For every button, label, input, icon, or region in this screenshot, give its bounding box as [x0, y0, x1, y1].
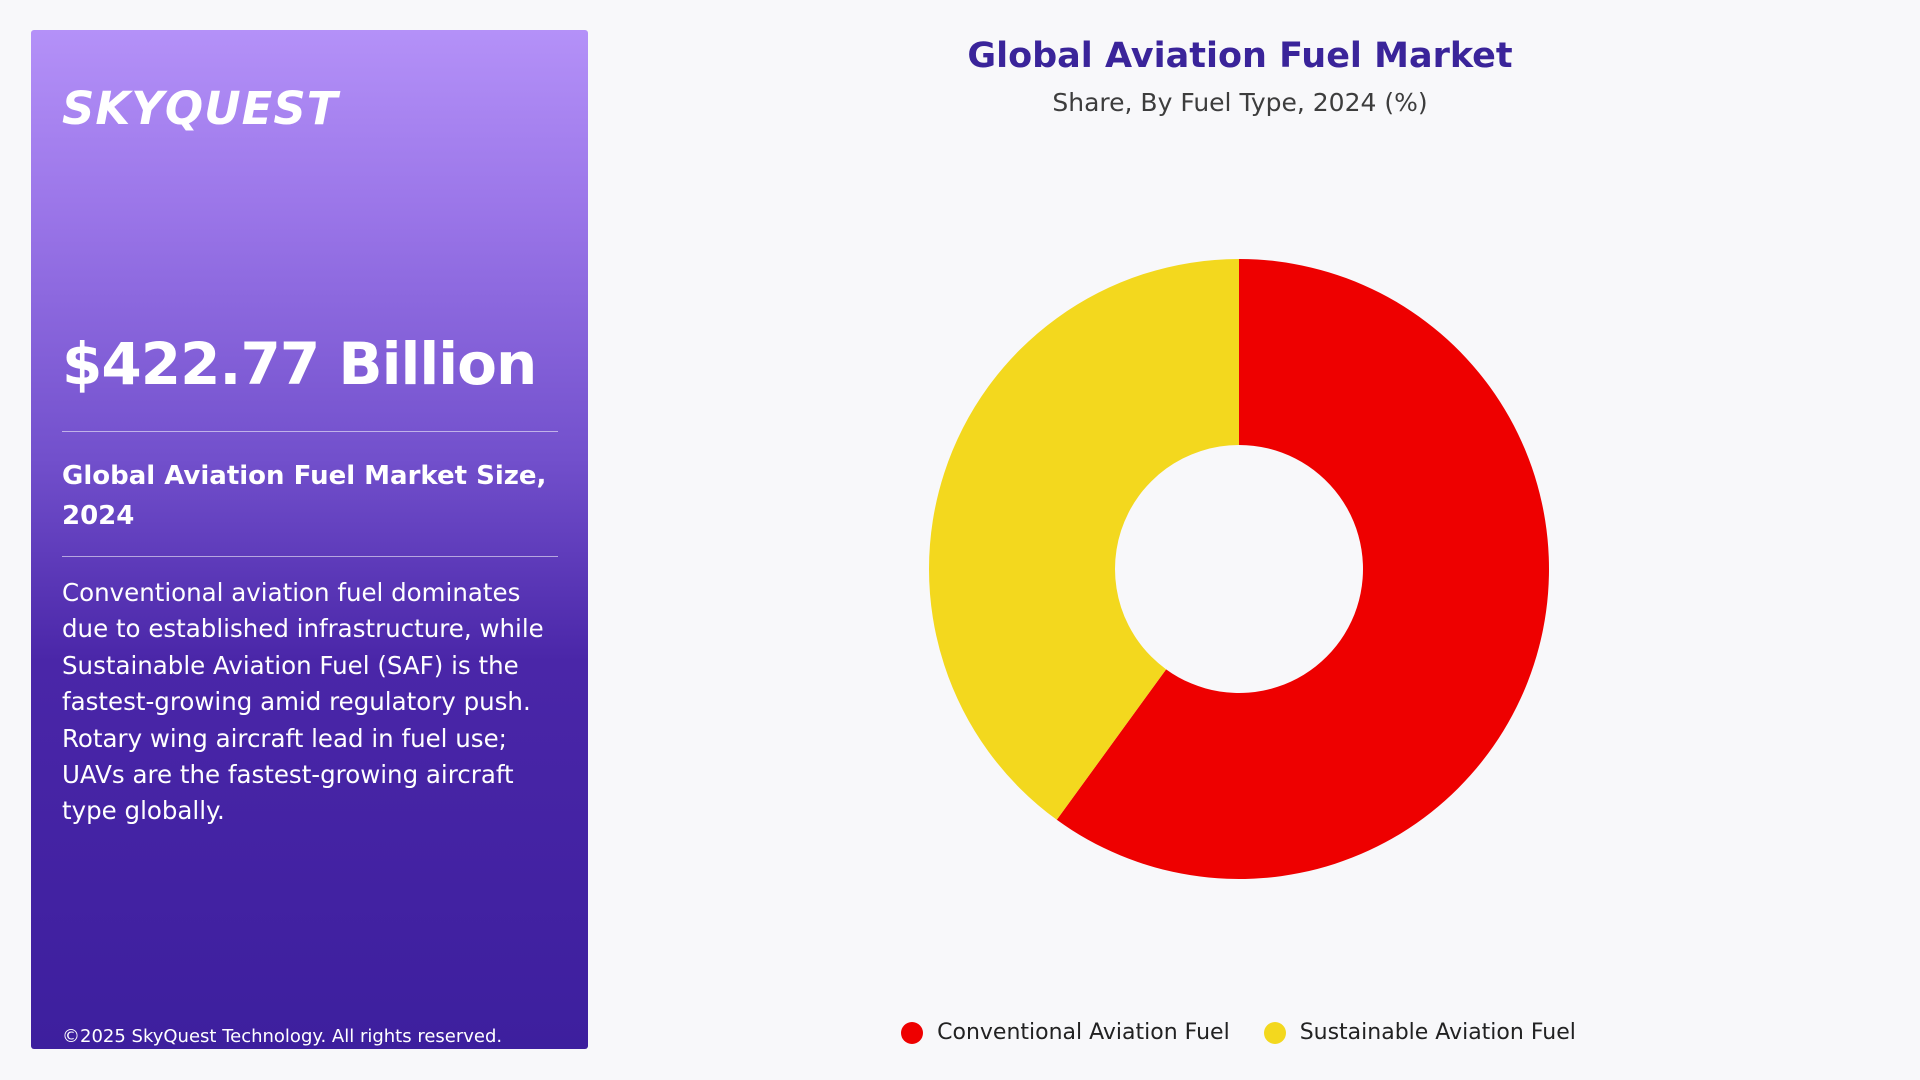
chart-legend: Conventional Aviation Fuel Sustainable A…: [0, 1020, 1920, 1045]
divider: [62, 431, 558, 432]
market-value: $422.77 Billion: [62, 330, 537, 398]
legend-label-sustainable: Sustainable Aviation Fuel: [1299, 1020, 1576, 1045]
divider: [62, 556, 558, 557]
chart-subtitle: Share, By Fuel Type, 2024 (%): [1052, 88, 1428, 117]
legend-swatch-sustainable: [1263, 1021, 1286, 1044]
copyright-notice: ©2025 SkyQuest Technology. All rights re…: [62, 1026, 503, 1047]
donut-slice-conventional-aviation-fuel[interactable]: [1056, 259, 1549, 879]
legend-label-conventional: Conventional Aviation Fuel: [937, 1020, 1230, 1045]
chart-title: Global Aviation Fuel Market: [967, 36, 1513, 76]
legend-item-conventional[interactable]: Conventional Aviation Fuel: [901, 1020, 1230, 1045]
summary-panel: SKYQUEST $422.77 Billion Global Aviation…: [31, 30, 588, 1049]
skyquest-logo: SKYQUEST: [62, 82, 339, 135]
legend-item-sustainable[interactable]: Sustainable Aviation Fuel: [1263, 1020, 1576, 1045]
market-summary-text: Conventional aviation fuel dominates due…: [62, 578, 544, 826]
market-size-label: Global Aviation Fuel Market Size, 2024: [62, 461, 547, 531]
legend-swatch-conventional: [901, 1021, 924, 1044]
donut-slice-sustainable-aviation-fuel[interactable]: [928, 258, 1239, 820]
